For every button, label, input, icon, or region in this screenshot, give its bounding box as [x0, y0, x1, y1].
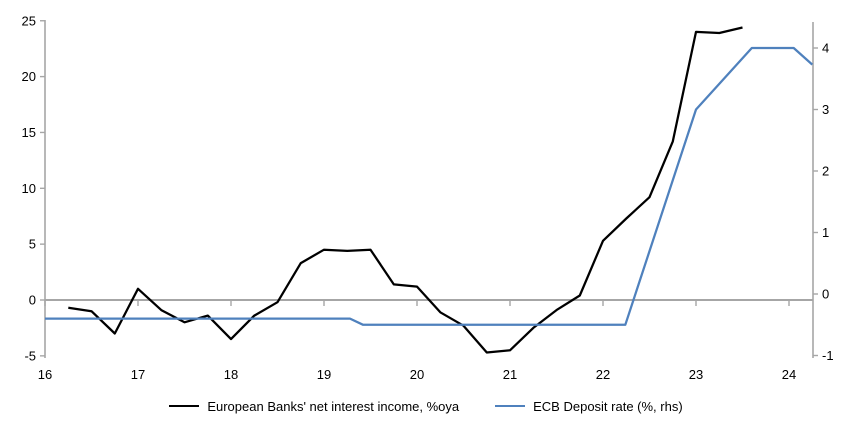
- nii-line-swatch: [169, 404, 200, 408]
- right-tick-label: 3: [822, 102, 829, 117]
- ecb-rate-series-line: [45, 46, 814, 326]
- ecb-line-swatch: [495, 404, 526, 408]
- x-tick-label: 20: [410, 367, 424, 382]
- left-tick-label: 5: [29, 237, 36, 252]
- left-tick-label: 25: [22, 13, 36, 28]
- x-tick-label: 22: [596, 367, 610, 382]
- x-tick-label: 23: [689, 367, 703, 382]
- right-tick-label: 4: [822, 41, 829, 56]
- left-tick-label: 0: [29, 293, 36, 308]
- right-tick-label: -1: [822, 348, 834, 363]
- legend-item-ecb: ECB Deposit rate (%, rhs): [495, 399, 683, 414]
- left-tick-label: 15: [22, 125, 36, 140]
- left-tick-label: 10: [22, 181, 36, 196]
- nii-series-line: [68, 26, 743, 354]
- x-tick-label: 21: [503, 367, 517, 382]
- x-tick-label: 19: [317, 367, 331, 382]
- right-tick-label: 1: [822, 225, 829, 240]
- legend: European Banks' net interest income, %oy…: [0, 396, 852, 416]
- ecb-legend-label: ECB Deposit rate (%, rhs): [533, 398, 683, 414]
- x-tick-label: 24: [782, 367, 796, 382]
- left-tick-label: -5: [24, 348, 36, 363]
- right-tick-label: 2: [822, 164, 829, 179]
- x-tick-label: 16: [38, 367, 52, 382]
- legend-item-nii: European Banks' net interest income, %oy…: [169, 399, 459, 414]
- right-tick-label: 0: [822, 287, 829, 302]
- x-tick-label: 18: [224, 367, 238, 382]
- left-tick-label: 20: [22, 69, 36, 84]
- nii-legend-label: European Banks' net interest income, %oy…: [207, 398, 460, 414]
- x-tick-label: 17: [131, 367, 145, 382]
